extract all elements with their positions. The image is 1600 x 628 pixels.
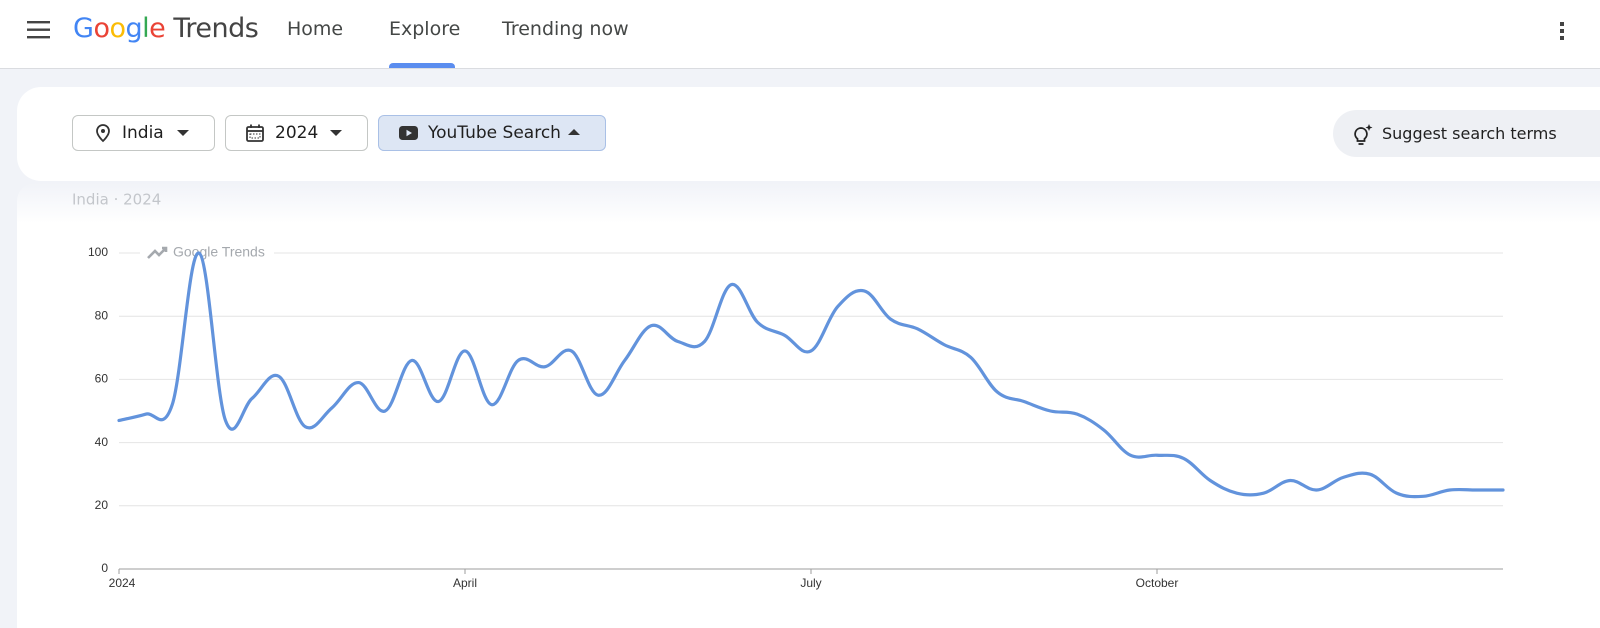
trend-line (117, 251, 1505, 499)
youtube-icon (399, 126, 418, 140)
suggest-button[interactable] (1333, 110, 1600, 157)
location-filter[interactable] (72, 115, 215, 151)
calendar-icon (246, 124, 264, 142)
active-tab-indicator (389, 63, 455, 68)
watermark-bg (140, 242, 274, 264)
dropdown-icon (330, 130, 342, 136)
dropup-icon (568, 129, 580, 135)
dropdown-icon (177, 130, 189, 136)
pin-icon (96, 124, 110, 143)
suggest-text[interactable]: Suggest search terms (1382, 124, 1557, 143)
chart-card (17, 183, 1600, 628)
nav-home[interactable]: Home (287, 18, 344, 40)
y-tick-label: 80 (95, 308, 109, 322)
nav-trending[interactable]: Trending now (502, 18, 629, 40)
menu-icon[interactable] (26, 20, 52, 40)
logo-google: Google (73, 13, 166, 44)
property-text: YouTube Search (428, 123, 561, 143)
y-tick-label: 100 (88, 245, 108, 259)
period-filter[interactable] (225, 115, 368, 151)
y-tick-label: 60 (95, 372, 109, 386)
x-tick-label: April (453, 576, 477, 590)
logo-trends: Trends (173, 13, 259, 44)
watermark: Google Trends (173, 244, 265, 260)
x-tick-label: 2024 (109, 576, 136, 590)
y-tick-label: 20 (95, 498, 109, 512)
header: Google Trends Home Explore Trending now (0, 0, 1600, 69)
y-tick-label: 40 (95, 435, 109, 449)
watermark-icon (147, 246, 168, 259)
y-tick-label: 0 (101, 561, 108, 575)
period-text: 2024 (275, 123, 319, 143)
chart-subtitle: India · 2024 (72, 191, 161, 209)
nav-explore[interactable]: Explore (389, 18, 461, 40)
apps-icon[interactable] (1558, 20, 1570, 42)
x-tick-label: July (800, 576, 821, 590)
x-tick-label: October (1136, 576, 1179, 590)
location-text: India (122, 123, 164, 143)
bulb-icon (1354, 124, 1373, 145)
logo[interactable]: Google Trends (73, 13, 259, 44)
